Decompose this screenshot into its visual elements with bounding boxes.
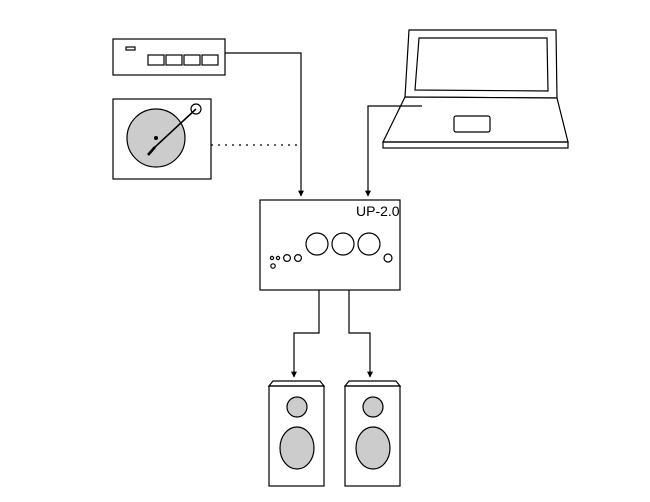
speaker-right xyxy=(345,381,400,486)
cd-player xyxy=(113,39,225,75)
amplifier: UP-2.0 xyxy=(260,200,400,290)
turntable xyxy=(113,99,211,179)
arrow-cd-to-amp xyxy=(225,53,301,196)
speaker-left xyxy=(269,381,324,486)
amplifier-label: UP-2.0 xyxy=(356,203,400,219)
laptop xyxy=(383,30,568,148)
arrow-amp-to-spk-r xyxy=(349,290,370,377)
arrow-amp-to-spk-l xyxy=(294,290,319,377)
